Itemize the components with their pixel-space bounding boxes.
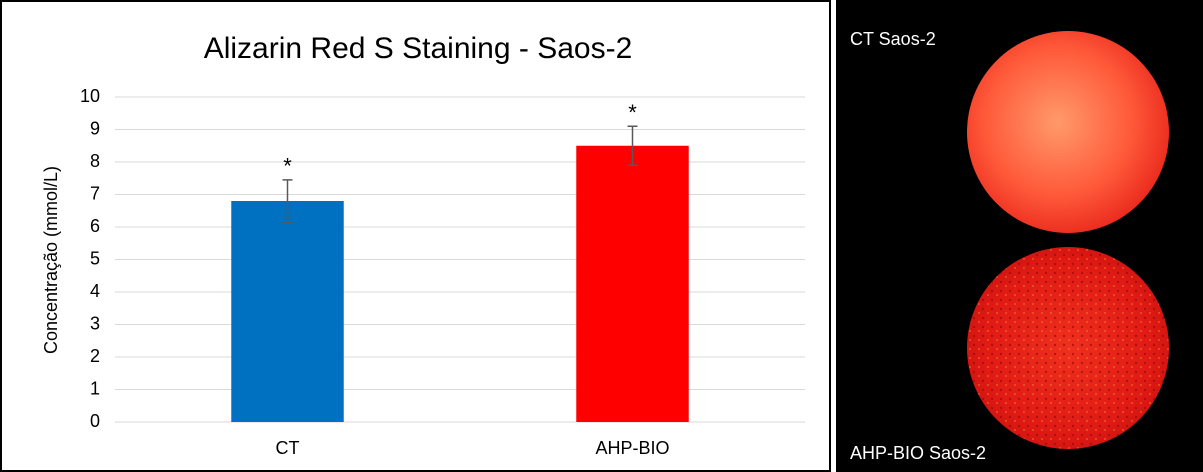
y-tick-label: 6 <box>90 216 100 236</box>
significance-mark: * <box>628 100 637 125</box>
x-tick-label: CT <box>276 438 300 458</box>
y-axis-label: Concentração (mmol/L) <box>41 166 61 354</box>
significance-mark: * <box>283 154 292 179</box>
y-tick-label: 7 <box>90 183 100 203</box>
bar <box>231 201 343 422</box>
y-tick-label: 4 <box>90 281 100 301</box>
y-tick-label: 0 <box>90 411 100 431</box>
y-tick-label: 3 <box>90 313 100 333</box>
image-label: CT Saos-2 <box>850 29 936 49</box>
x-tick-label: AHP-BIO <box>595 438 669 458</box>
y-tick-label: 2 <box>90 346 100 366</box>
y-tick-label: 1 <box>90 378 100 398</box>
bar <box>576 146 688 422</box>
page: CT Saos-2 AHP-BIO Saos-2 Alizarin Red S … <box>0 0 1203 472</box>
figure: CT Saos-2 AHP-BIO Saos-2 Alizarin Red S … <box>0 0 1203 472</box>
image-label: AHP-BIO Saos-2 <box>850 443 986 463</box>
chart-frame <box>1 1 830 471</box>
ahp-well-texture <box>967 247 1169 449</box>
chart-title: Alizarin Red S Staining - Saos-2 <box>204 32 633 65</box>
y-tick-label: 10 <box>80 86 100 106</box>
ct-well-image <box>967 31 1169 233</box>
y-tick-label: 5 <box>90 248 100 268</box>
y-tick-label: 9 <box>90 118 100 138</box>
y-tick-label: 8 <box>90 151 100 171</box>
